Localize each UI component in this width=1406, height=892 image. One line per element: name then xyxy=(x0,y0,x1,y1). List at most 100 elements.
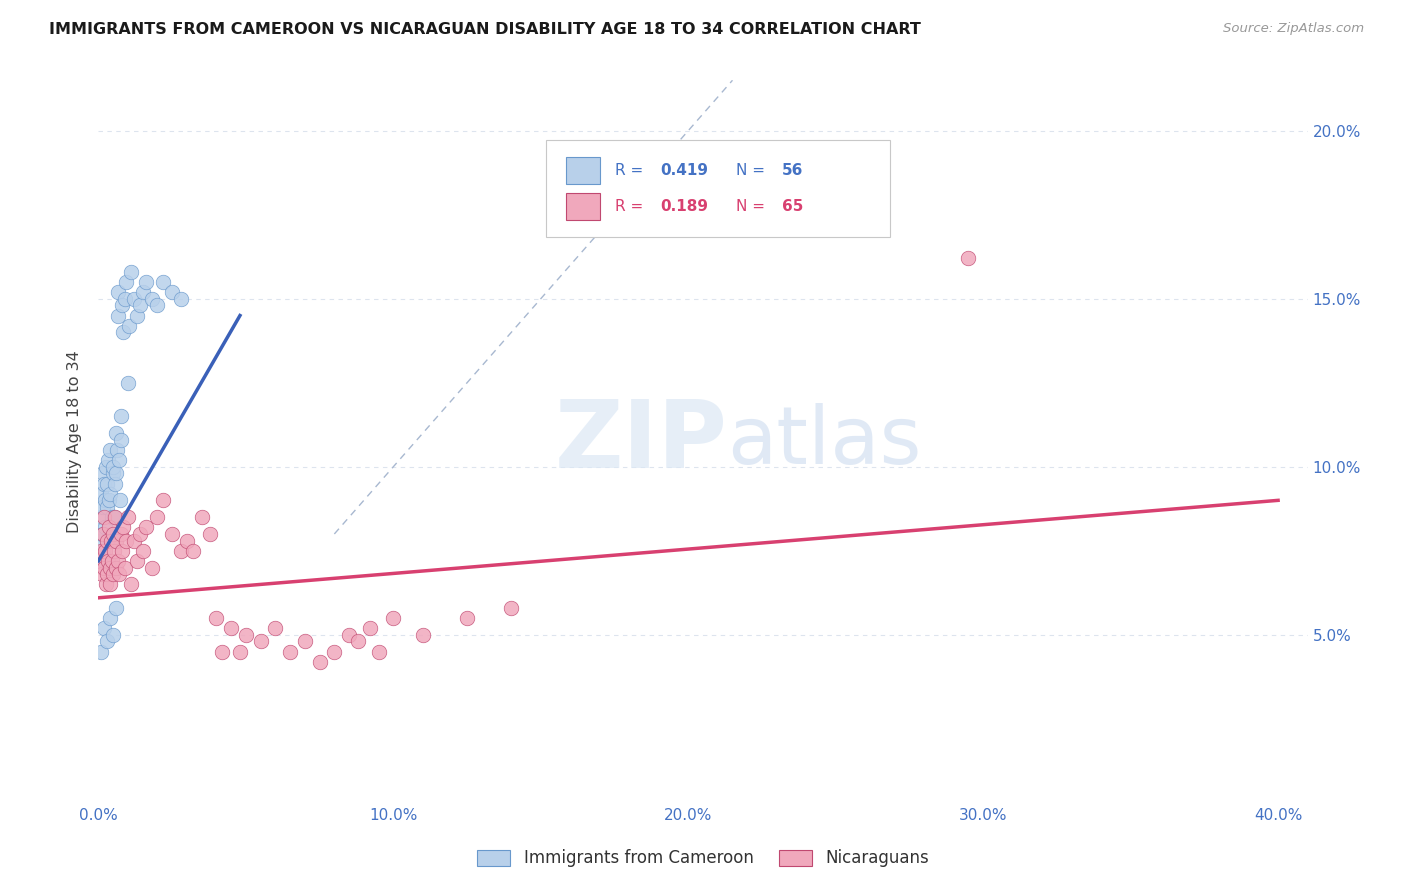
Point xyxy=(456,611,478,625)
Point xyxy=(235,628,257,642)
Point xyxy=(91,467,114,481)
Point xyxy=(181,543,204,558)
Point xyxy=(91,527,114,541)
Point xyxy=(128,527,150,541)
Text: R =: R = xyxy=(614,163,648,178)
Point xyxy=(98,486,121,500)
Point xyxy=(107,285,129,299)
Point xyxy=(110,409,132,424)
Point xyxy=(94,459,117,474)
Legend: Immigrants from Cameroon, Nicaraguans: Immigrants from Cameroon, Nicaraguans xyxy=(471,843,935,874)
Point xyxy=(200,527,222,541)
Point xyxy=(94,577,117,591)
Point xyxy=(89,554,111,568)
Point xyxy=(160,285,183,299)
Point xyxy=(93,621,115,635)
Point xyxy=(93,476,115,491)
Point xyxy=(91,567,114,582)
FancyBboxPatch shape xyxy=(567,193,600,220)
Point xyxy=(131,285,153,299)
Point xyxy=(100,533,122,548)
Point xyxy=(108,493,131,508)
Point xyxy=(110,527,132,541)
Point xyxy=(97,453,120,467)
Point xyxy=(112,520,135,534)
Point xyxy=(101,467,124,481)
Point xyxy=(125,554,148,568)
Point xyxy=(104,560,127,574)
Point xyxy=(120,265,142,279)
Point xyxy=(131,543,153,558)
Point xyxy=(125,309,148,323)
Point xyxy=(176,533,198,548)
Point xyxy=(90,644,112,658)
Point xyxy=(114,292,136,306)
Point xyxy=(170,292,193,306)
Point xyxy=(264,621,287,635)
Point xyxy=(105,467,128,481)
Point xyxy=(111,543,134,558)
Point xyxy=(122,292,145,306)
Point xyxy=(146,298,169,312)
Point xyxy=(97,520,120,534)
Point xyxy=(190,510,212,524)
Point xyxy=(101,567,124,582)
Point xyxy=(211,644,233,658)
Point xyxy=(117,376,139,390)
Point xyxy=(367,644,389,658)
Point xyxy=(96,476,118,491)
Text: N =: N = xyxy=(735,163,769,178)
Point xyxy=(108,567,131,582)
Point xyxy=(118,318,141,333)
Point xyxy=(146,510,169,524)
Point xyxy=(107,554,129,568)
Point xyxy=(219,621,242,635)
Point xyxy=(93,500,115,514)
Point xyxy=(205,611,228,625)
Point xyxy=(94,543,117,558)
Point xyxy=(98,442,121,457)
Point xyxy=(229,644,252,658)
Text: N =: N = xyxy=(735,199,769,214)
Point xyxy=(128,298,150,312)
Point xyxy=(90,486,112,500)
Point xyxy=(103,510,125,524)
Point xyxy=(90,543,112,558)
Point xyxy=(101,459,124,474)
Point xyxy=(112,326,135,340)
Point xyxy=(111,298,134,312)
Point xyxy=(120,577,142,591)
Text: Source: ZipAtlas.com: Source: ZipAtlas.com xyxy=(1223,22,1364,36)
Point xyxy=(96,634,118,648)
Point xyxy=(308,655,330,669)
Text: 65: 65 xyxy=(782,199,803,214)
Point xyxy=(100,554,122,568)
Y-axis label: Disability Age 18 to 34: Disability Age 18 to 34 xyxy=(67,351,83,533)
Point xyxy=(94,493,117,508)
Point xyxy=(96,533,118,548)
Point xyxy=(104,510,127,524)
Point xyxy=(101,628,124,642)
Point xyxy=(98,611,121,625)
Point xyxy=(141,292,163,306)
Point xyxy=(90,510,112,524)
Text: IMMIGRANTS FROM CAMEROON VS NICARAGUAN DISABILITY AGE 18 TO 34 CORRELATION CHART: IMMIGRANTS FROM CAMEROON VS NICARAGUAN D… xyxy=(49,22,921,37)
Point xyxy=(160,527,183,541)
Point xyxy=(97,493,120,508)
Point xyxy=(105,600,128,615)
Point xyxy=(141,560,163,574)
Point xyxy=(501,600,523,615)
Point xyxy=(89,533,111,548)
Point xyxy=(323,644,346,658)
Point xyxy=(152,275,174,289)
Point xyxy=(104,476,127,491)
Point xyxy=(93,510,115,524)
Point xyxy=(382,611,405,625)
Point xyxy=(93,560,115,574)
Text: 56: 56 xyxy=(782,163,803,178)
Text: 0.419: 0.419 xyxy=(661,163,709,178)
Point xyxy=(110,433,132,447)
Point xyxy=(135,520,157,534)
Point xyxy=(105,533,128,548)
Point xyxy=(91,527,114,541)
